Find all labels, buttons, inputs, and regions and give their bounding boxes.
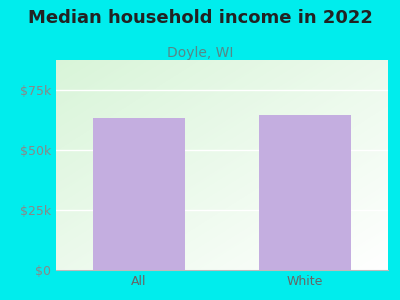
Text: Doyle, WI: Doyle, WI (167, 46, 233, 61)
Bar (93, 118, 185, 270)
Text: Median household income in 2022: Median household income in 2022 (28, 9, 372, 27)
Bar (259, 115, 351, 270)
